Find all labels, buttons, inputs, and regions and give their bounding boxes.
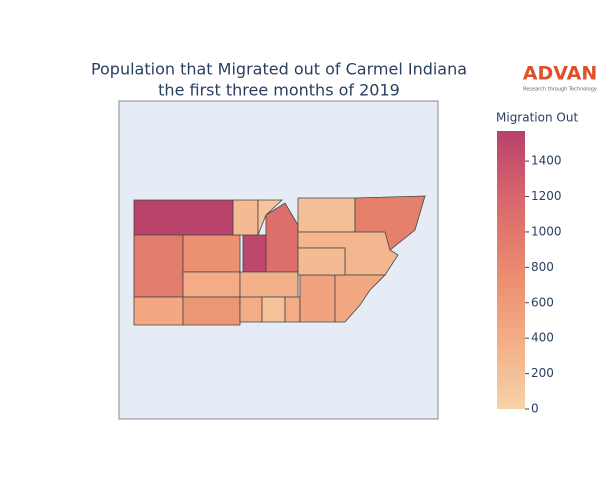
colorbar-tick-label: 1000 <box>531 224 562 238</box>
colorbar-tick-label: 0 <box>531 402 539 416</box>
region <box>334 274 386 323</box>
region <box>297 247 346 276</box>
region <box>239 296 263 323</box>
region <box>284 296 301 323</box>
region <box>182 271 241 298</box>
logo-name: ADVAN <box>523 63 598 85</box>
logo-tagline: Research through Technology <box>523 87 597 93</box>
region <box>182 234 241 273</box>
colorbar-title: Migration Out <box>496 111 578 125</box>
region <box>133 234 184 298</box>
colorbar-ticks: 0 200 400 600 800 1000 1200 1400 <box>525 154 562 416</box>
colorbar-tick-label: 1200 <box>531 189 562 203</box>
region <box>257 199 284 236</box>
region <box>232 199 259 236</box>
colorbar-tick-label: 1400 <box>531 154 562 168</box>
region <box>239 271 299 298</box>
region <box>182 296 241 326</box>
colorbar-tick-label: 800 <box>531 260 554 274</box>
colorbar-tick-label: 600 <box>531 295 554 309</box>
chart-subtitle: the first three months of 2019 <box>158 81 400 100</box>
region <box>242 234 267 273</box>
region <box>133 199 234 236</box>
region <box>261 296 286 323</box>
region <box>299 274 336 323</box>
colorbar-tick-label: 400 <box>531 331 554 345</box>
colorbar <box>497 131 525 409</box>
region <box>297 197 356 233</box>
regions <box>133 195 426 326</box>
chart-title: Population that Migrated out of Carmel I… <box>91 60 467 79</box>
colorbar-tick-label: 200 <box>531 366 554 380</box>
region <box>133 296 184 326</box>
